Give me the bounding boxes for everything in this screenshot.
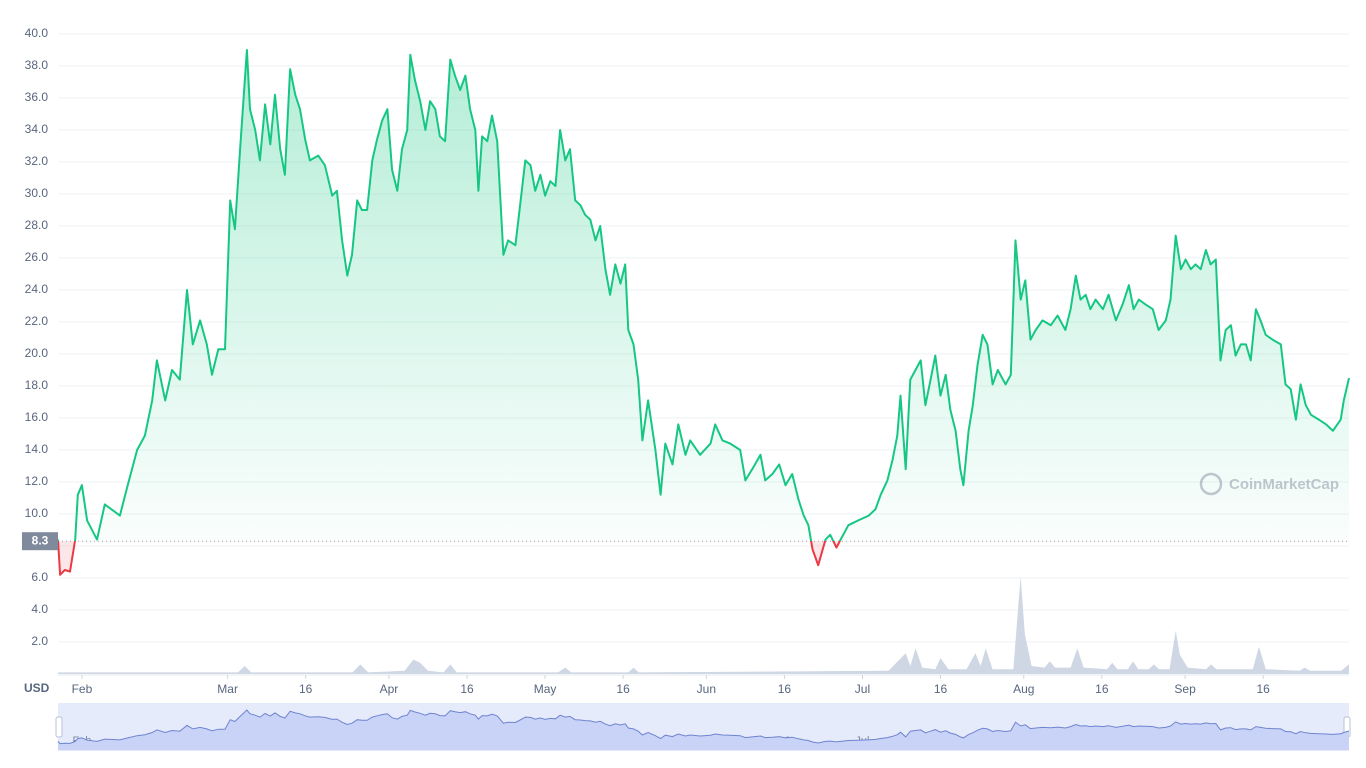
x-tick-label: 16: [778, 682, 792, 696]
navigator-handle-left[interactable]: [55, 716, 63, 738]
x-tick-label: 16: [299, 682, 313, 696]
y-tick-label: 38.0: [25, 58, 49, 72]
y-tick-label: 22.0: [25, 314, 49, 328]
y-tick-label: 28.0: [25, 218, 49, 232]
y-tick-label: 12.0: [25, 474, 49, 488]
y-tick-label: 6.0: [31, 570, 48, 584]
x-tick-label: 16: [934, 682, 948, 696]
y-tick-label: 34.0: [25, 122, 49, 136]
x-tick-label: Sep: [1174, 682, 1196, 696]
navigator-line: [57, 709, 1350, 745]
price-area: [58, 50, 1349, 575]
x-tick-label: Mar: [217, 682, 238, 696]
x-tick-label: 16: [460, 682, 474, 696]
y-tick-label: 40.0: [25, 26, 49, 40]
y-tick-label: 10.0: [25, 506, 49, 520]
x-tick-label: Jul: [855, 682, 870, 696]
navigator-area: [58, 710, 1349, 750]
x-tick-label: Apr: [380, 682, 399, 696]
price-line: [57, 49, 1350, 576]
x-tick-label: 16: [616, 682, 630, 696]
watermark-logo: [1199, 472, 1223, 496]
x-tick-label: 16: [1095, 682, 1109, 696]
y-tick-label: 32.0: [25, 154, 49, 168]
y-tick-label: 4.0: [31, 602, 48, 616]
x-tick-label: Jun: [697, 682, 716, 696]
y-tick-label: 26.0: [25, 250, 49, 264]
y-tick-label: 20.0: [25, 346, 49, 360]
y-tick-label: 2.0: [31, 634, 48, 648]
reference-badge: [22, 532, 58, 551]
y-tick-label: 30.0: [25, 186, 49, 200]
y-tick-label: 24.0: [25, 282, 49, 296]
volume-area: [58, 576, 1349, 674]
x-tick-label: 16: [1256, 682, 1270, 696]
y-tick-label: 36.0: [25, 90, 49, 104]
x-tick-label: Feb: [72, 682, 93, 696]
x-tick-label: Aug: [1013, 682, 1034, 696]
watermark-text: CoinMarketCap: [1229, 476, 1339, 493]
x-tick-label: May: [534, 682, 557, 696]
watermark: CoinMarketCap: [1199, 472, 1339, 496]
y-tick-label: 18.0: [25, 378, 49, 392]
currency-label: USD: [24, 681, 50, 695]
y-tick-label: 16.0: [25, 410, 49, 424]
y-tick-label: 14.0: [25, 442, 49, 456]
reference-label: 8.3: [32, 533, 49, 547]
